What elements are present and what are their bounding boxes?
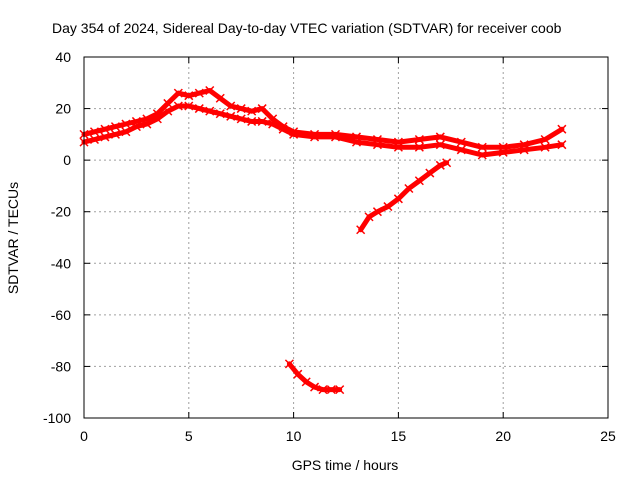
series-line [286, 361, 343, 393]
y-axis-label: SDTVAR / TECUs [5, 182, 21, 294]
plot-frame [83, 56, 609, 419]
data-point [163, 106, 173, 116]
data-point [301, 377, 311, 387]
series-line [81, 103, 565, 158]
data-point [310, 382, 320, 392]
data-point [383, 202, 393, 212]
data-point [110, 129, 120, 139]
data-point [100, 124, 110, 134]
data-point [498, 147, 508, 157]
data-point [121, 127, 131, 137]
series-line [81, 88, 565, 150]
data-point [268, 119, 278, 129]
data-point [477, 142, 487, 152]
data-point [194, 104, 204, 114]
data-point [372, 140, 382, 150]
data-point [540, 142, 550, 152]
y-tick-label: 40 [55, 49, 71, 65]
data-point [289, 129, 299, 139]
data-point [215, 93, 225, 103]
data-point [414, 134, 424, 145]
data-point [540, 134, 550, 145]
y-tick-label: 20 [55, 101, 71, 117]
data-point [393, 142, 403, 152]
data-point [194, 88, 204, 98]
data-point [293, 369, 303, 379]
data-point [184, 101, 194, 111]
x-tick-label: 25 [600, 428, 616, 444]
data-point [519, 145, 529, 155]
x-tick-label: 20 [495, 428, 511, 444]
series-ascending-arc [356, 158, 452, 235]
data-point [163, 98, 173, 108]
data-point [236, 104, 246, 114]
y-tick-label: -40 [51, 255, 71, 271]
data-point [205, 85, 215, 96]
y-tick-label: -20 [51, 204, 71, 220]
data-point [121, 119, 131, 129]
ticks: 0 5 10 15 20 25 -100 -80 -60 -40 -20 0 20 40 [43, 49, 616, 444]
data-point [351, 137, 362, 147]
data-point [435, 140, 445, 150]
data-point [442, 158, 452, 168]
data-point [89, 134, 100, 145]
data-point [247, 106, 257, 116]
data-point [142, 119, 152, 129]
data-point [414, 176, 424, 186]
data-point [435, 132, 445, 142]
data-point [257, 104, 267, 114]
data-point [456, 145, 466, 155]
data-point [110, 122, 120, 132]
data-point [89, 127, 100, 137]
data-point [284, 359, 294, 369]
x-axis-label: GPS time / hours [292, 457, 399, 473]
y-tick-label: 0 [63, 152, 71, 168]
data-point [131, 122, 141, 132]
data-point [557, 140, 567, 150]
data-point [152, 114, 162, 124]
data-point [404, 183, 414, 194]
data-point [215, 109, 225, 119]
grid [84, 57, 608, 418]
data-point [372, 207, 382, 217]
data-point [477, 150, 487, 160]
data-point [205, 106, 215, 116]
data-point [226, 101, 236, 111]
data-point [247, 116, 257, 126]
data-point [425, 168, 435, 178]
data-point [100, 132, 110, 142]
data-point [173, 88, 183, 98]
x-tick-label: 15 [391, 428, 407, 444]
data-point [236, 114, 246, 124]
data-point [393, 194, 403, 204]
x-tick-label: 10 [286, 428, 302, 444]
data-point [257, 116, 267, 126]
data-point [278, 124, 288, 134]
series-line [358, 160, 450, 233]
data-point [356, 225, 366, 235]
chart-title: Day 354 of 2024, Sidereal Day-to-day VTE… [52, 20, 562, 36]
data-point [310, 132, 320, 142]
data-point [335, 385, 345, 395]
data-point [326, 385, 336, 395]
series-layer [79, 85, 567, 395]
y-tick-label: -60 [51, 307, 71, 323]
series-main-band-lower [79, 101, 567, 160]
series-low-arc [284, 359, 345, 395]
data-point [318, 385, 328, 395]
x-tick-label: 5 [185, 428, 193, 444]
data-point [557, 124, 567, 134]
data-point [456, 137, 466, 147]
data-point [173, 101, 183, 111]
data-point [414, 142, 424, 152]
data-point [226, 111, 236, 121]
data-point [435, 160, 445, 170]
data-point [364, 212, 374, 222]
y-tick-label: -80 [51, 358, 71, 374]
data-point [184, 91, 194, 101]
x-tick-label: 0 [80, 428, 88, 444]
data-point [330, 132, 341, 142]
y-tick-label: -100 [43, 410, 71, 426]
